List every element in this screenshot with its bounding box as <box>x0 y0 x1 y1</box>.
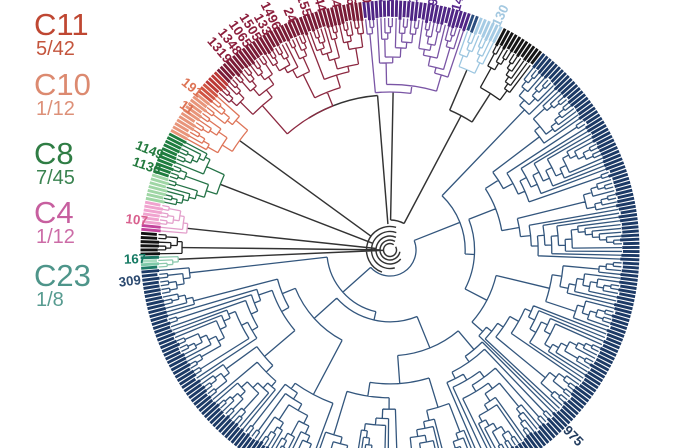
svg-text:142: 142 <box>448 0 468 13</box>
svg-text:107: 107 <box>125 211 149 228</box>
svg-text:167: 167 <box>124 251 147 267</box>
svg-text:216: 216 <box>341 0 359 6</box>
svg-text:309: 309 <box>118 272 142 290</box>
svg-text:87: 87 <box>370 0 386 3</box>
svg-text:1184: 1184 <box>324 0 345 10</box>
svg-text:503: 503 <box>386 0 401 2</box>
svg-text:24: 24 <box>280 5 300 25</box>
svg-text:1420: 1420 <box>357 0 375 4</box>
svg-text:1162: 1162 <box>405 0 423 4</box>
svg-text:94: 94 <box>425 0 442 7</box>
